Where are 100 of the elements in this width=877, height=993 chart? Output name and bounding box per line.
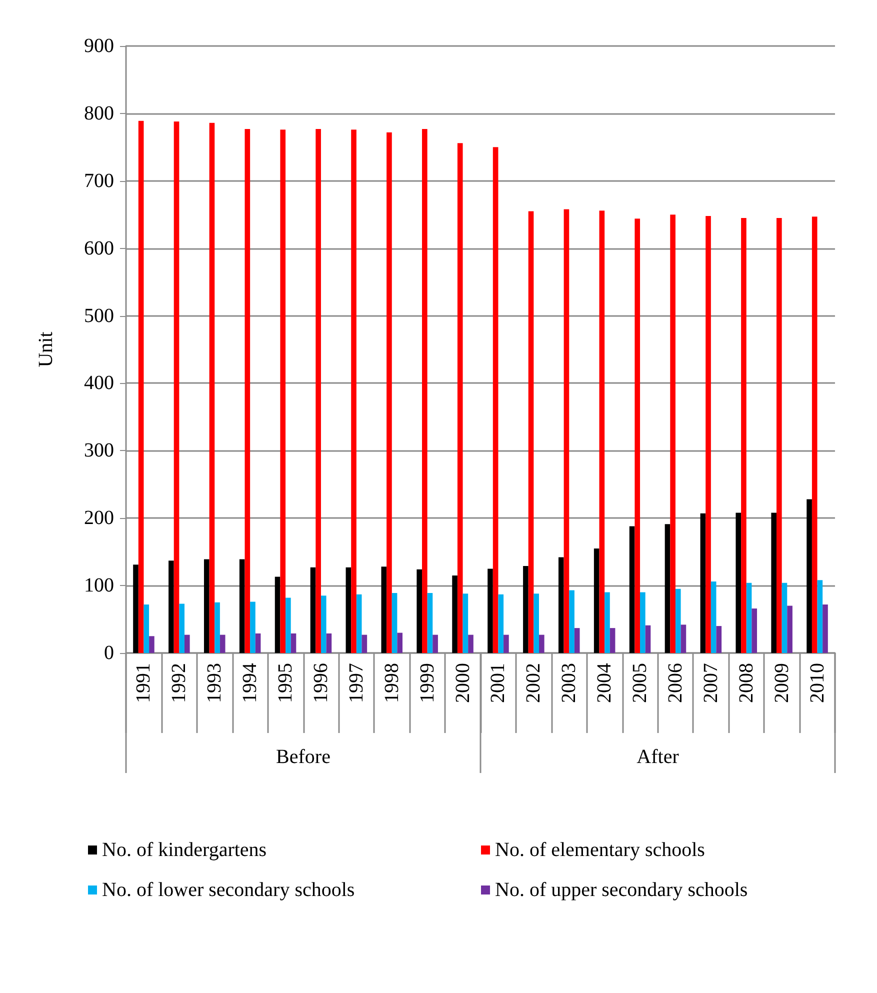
bar (179, 604, 184, 653)
x-tick-label: 1992 (168, 663, 190, 703)
bar (492, 147, 498, 653)
bar (806, 499, 812, 653)
y-tick-label: 700 (84, 170, 114, 192)
bar (386, 132, 392, 653)
x-tick-label: 2005 (629, 663, 652, 703)
bar (558, 557, 564, 653)
bar (326, 633, 332, 653)
x-tick-label: 2003 (558, 663, 580, 703)
x-tick-label: 1999 (416, 663, 438, 703)
bar (752, 608, 758, 653)
bar (316, 128, 321, 653)
y-tick-label: 600 (84, 237, 114, 260)
x-tick-label: 1998 (380, 663, 403, 703)
bar (220, 634, 226, 653)
bar (416, 569, 422, 653)
bar (168, 560, 174, 653)
bar (174, 122, 180, 653)
bar (822, 604, 828, 653)
bar (523, 566, 528, 653)
x-tick-label: 2004 (594, 663, 616, 703)
bar (538, 634, 544, 653)
bar (534, 594, 539, 653)
bar (346, 567, 352, 653)
bar (209, 122, 215, 653)
x-tick-label: 2010 (806, 663, 828, 703)
bar (244, 128, 250, 653)
bar (629, 526, 635, 653)
y-tick-label: 800 (84, 102, 114, 124)
text: After (636, 746, 680, 768)
bar (776, 218, 782, 653)
bar (310, 567, 316, 653)
bar (716, 626, 722, 653)
bar (771, 512, 777, 653)
bar (204, 559, 210, 653)
x-tick-label: 1993 (204, 663, 226, 703)
bar (133, 564, 138, 653)
bar (392, 592, 398, 653)
bar (569, 590, 574, 653)
bar (706, 216, 711, 653)
legend-label: No. of lower secondary schools (102, 879, 355, 901)
bar (610, 628, 616, 653)
legend-label: No. of upper secondary schools (495, 879, 748, 901)
bar (351, 130, 356, 653)
bar (462, 594, 468, 653)
x-tick-label: 2000 (452, 663, 474, 703)
x-tick-label: 1997 (345, 663, 368, 703)
bar (640, 592, 646, 653)
x-tick-label: 2008 (735, 663, 758, 703)
bar (422, 128, 428, 653)
bar (362, 634, 368, 653)
bar (184, 634, 190, 653)
x-tick-label: 1996 (310, 663, 332, 703)
bar (782, 582, 788, 653)
bar (290, 633, 296, 653)
bar (812, 216, 818, 653)
bar (700, 513, 706, 653)
bar (746, 582, 752, 653)
bar (564, 209, 570, 653)
bar (468, 634, 474, 653)
y-tick-label: 400 (84, 372, 114, 394)
bar (710, 582, 716, 653)
bar (138, 120, 144, 653)
x-tick-label: 2009 (770, 663, 793, 703)
bar (320, 596, 326, 653)
bar (574, 628, 580, 653)
x-tick-label: 2002 (522, 663, 545, 703)
bar (634, 218, 640, 653)
x-tick-label: 2007 (700, 663, 722, 703)
y-tick-label: 300 (84, 440, 114, 462)
bar (604, 592, 610, 653)
bar (664, 524, 670, 653)
y-tick-label: 100 (84, 574, 114, 597)
bar (498, 594, 504, 653)
bar (452, 575, 458, 653)
y-axis-title: Unit (35, 331, 57, 368)
bar (432, 634, 438, 653)
legend-label: No. of kindergartens (102, 839, 267, 861)
bar (397, 632, 403, 653)
y-tick-label: 0 (104, 642, 114, 664)
bar (645, 625, 651, 653)
bar (255, 633, 261, 653)
bar (356, 594, 362, 653)
bar (675, 588, 681, 653)
y-tick-label: 900 (84, 35, 114, 57)
bar (149, 636, 154, 653)
text: Before (276, 746, 331, 768)
bar (427, 592, 433, 653)
y-tick-label: 500 (84, 304, 114, 327)
bar (670, 214, 676, 653)
x-tick-label: 2006 (664, 663, 686, 703)
bar (274, 576, 280, 653)
bar (286, 598, 291, 653)
x-tick-label: 1995 (274, 663, 297, 703)
bar (599, 210, 605, 653)
bar (594, 548, 600, 653)
bar (488, 568, 493, 653)
bar (680, 624, 686, 653)
bar (817, 580, 823, 653)
